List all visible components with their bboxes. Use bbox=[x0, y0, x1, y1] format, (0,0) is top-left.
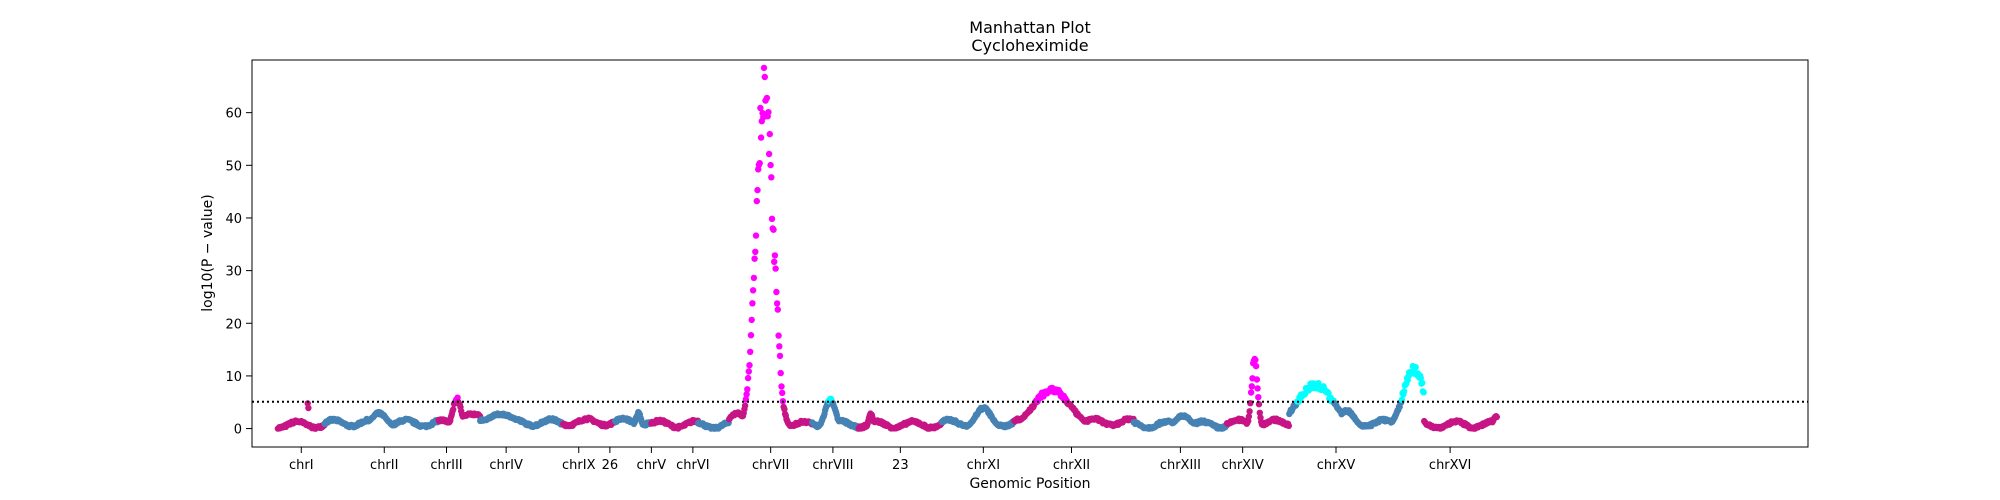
x-tick-label: chrVI bbox=[676, 458, 709, 473]
data-point bbox=[748, 316, 755, 324]
y-tick-label: 50 bbox=[225, 159, 242, 174]
data-point bbox=[1419, 379, 1426, 387]
data-point bbox=[1256, 409, 1264, 416]
y-tick-label: 30 bbox=[225, 265, 242, 280]
data-point bbox=[1285, 422, 1293, 429]
data-point bbox=[754, 186, 761, 194]
x-tick-label: chrXVI bbox=[1429, 458, 1471, 473]
data-point bbox=[757, 134, 765, 141]
data-point bbox=[741, 402, 749, 409]
x-tick-label: chrXIV bbox=[1221, 458, 1263, 473]
data-point bbox=[744, 374, 752, 382]
y-tick-label: 40 bbox=[225, 212, 242, 227]
data-point bbox=[1400, 388, 1408, 395]
data-point bbox=[747, 332, 755, 339]
data-point bbox=[751, 255, 758, 262]
y-axis-label: log10(P − value) bbox=[200, 194, 216, 311]
data-point bbox=[753, 197, 760, 205]
chart-title: Manhattan Plot bbox=[969, 18, 1090, 37]
x-tick-label: 26 bbox=[602, 458, 619, 473]
data-point bbox=[1248, 383, 1256, 390]
data-point bbox=[305, 404, 312, 412]
data-point bbox=[776, 343, 783, 350]
data-point bbox=[752, 232, 760, 239]
data-point bbox=[750, 274, 758, 282]
data-point bbox=[1255, 394, 1262, 401]
y-tick-label: 10 bbox=[225, 370, 242, 385]
x-axis: chrI chrII chrIII chrIV chrIX 26 chrV chrVI chrV… bbox=[289, 447, 1471, 473]
data-point bbox=[770, 226, 777, 233]
data-point bbox=[1246, 408, 1253, 415]
data-point bbox=[763, 94, 771, 102]
data-point bbox=[768, 215, 776, 222]
data-point bbox=[1253, 376, 1261, 383]
data-point bbox=[1420, 389, 1427, 396]
data-point bbox=[775, 332, 782, 339]
data-point bbox=[765, 109, 772, 116]
x-tick-label: chrV bbox=[637, 458, 667, 473]
data-point bbox=[756, 160, 763, 167]
data-point bbox=[1493, 413, 1501, 421]
data-point bbox=[749, 300, 756, 307]
data-point bbox=[774, 306, 781, 313]
y-tick-label: 60 bbox=[225, 107, 242, 122]
data-point bbox=[743, 391, 750, 398]
x-tick-label: chrIV bbox=[489, 458, 523, 473]
data-point bbox=[1247, 389, 1255, 396]
plot-frame bbox=[251, 59, 1809, 448]
data-point bbox=[1254, 385, 1261, 392]
data-point bbox=[744, 386, 751, 393]
data-point bbox=[450, 406, 457, 413]
data-point bbox=[1252, 362, 1260, 370]
x-tick-label: chrXV bbox=[1317, 458, 1356, 473]
data-points bbox=[274, 64, 1501, 432]
data-point bbox=[767, 161, 774, 169]
x-tick-label: chrXI bbox=[967, 458, 1000, 473]
data-point bbox=[779, 389, 786, 397]
x-tick-label: chrII bbox=[370, 458, 398, 473]
x-tick-label: chrVIII bbox=[812, 458, 853, 473]
data-point bbox=[778, 383, 785, 390]
x-tick-label: chrIII bbox=[430, 458, 462, 473]
data-point bbox=[781, 406, 788, 413]
data-point bbox=[773, 300, 781, 307]
data-point bbox=[771, 252, 779, 259]
y-tick-label: 0 bbox=[234, 423, 242, 438]
data-point bbox=[1245, 413, 1253, 420]
data-point bbox=[772, 265, 779, 272]
data-point bbox=[760, 64, 768, 72]
data-point bbox=[776, 352, 784, 360]
data-point bbox=[761, 73, 768, 81]
x-tick-label: chrI bbox=[289, 458, 314, 473]
data-point bbox=[765, 150, 773, 158]
data-point bbox=[766, 130, 773, 138]
x-tick-label: chrXIII bbox=[1160, 458, 1201, 473]
data-point bbox=[752, 248, 759, 255]
y-axis: 0 10 20 30 40 50 60 bbox=[225, 107, 252, 438]
x-tick-label: chrVII bbox=[752, 458, 789, 473]
x-tick-label: chrIX bbox=[562, 458, 596, 473]
data-point bbox=[745, 368, 752, 375]
x-axis-label: Genomic Position bbox=[969, 476, 1090, 492]
chart-subtitle: Cycloheximide bbox=[971, 36, 1088, 55]
data-point bbox=[771, 258, 778, 265]
x-tick-label: 23 bbox=[892, 458, 909, 473]
data-point bbox=[777, 369, 784, 377]
data-point bbox=[746, 362, 753, 369]
data-point bbox=[773, 288, 780, 296]
data-point bbox=[747, 348, 754, 355]
data-point bbox=[749, 287, 757, 294]
data-point bbox=[768, 174, 775, 181]
data-point bbox=[1412, 364, 1419, 371]
data-point bbox=[757, 104, 764, 112]
y-tick-label: 20 bbox=[225, 317, 242, 332]
data-point bbox=[1252, 356, 1259, 364]
x-tick-label: chrXII bbox=[1053, 458, 1090, 473]
